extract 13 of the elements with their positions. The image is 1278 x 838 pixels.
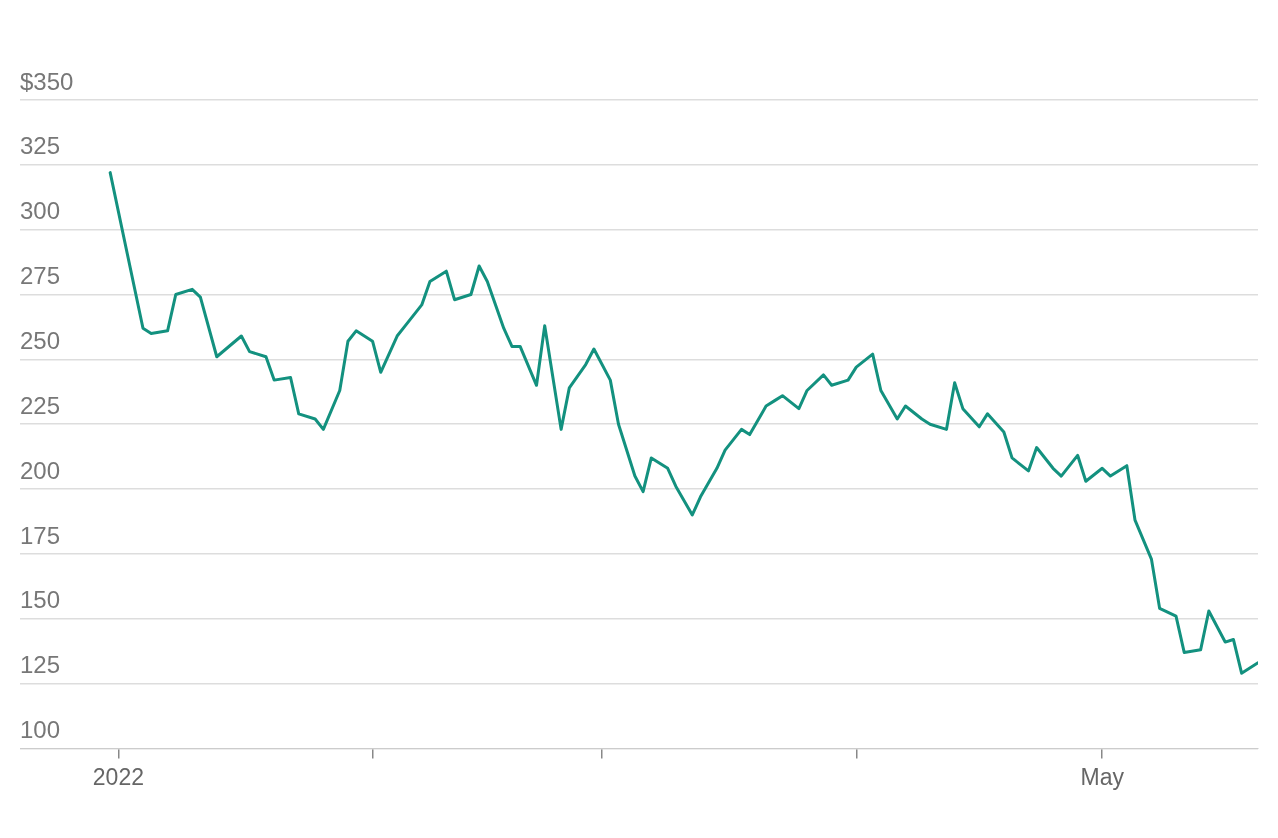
y-tick-label: 225: [20, 391, 61, 419]
y-tick-label: 125: [20, 651, 61, 679]
x-tick-label: 2022: [92, 763, 144, 790]
y-tick-label: $350: [20, 67, 74, 95]
y-tick-label: 100: [20, 716, 61, 744]
y-tick-label: 275: [20, 262, 61, 290]
y-tick-label: 200: [20, 456, 61, 484]
y-tick-label: 175: [20, 521, 61, 549]
y-tick-label: 150: [20, 586, 61, 614]
y-tick-label: 325: [20, 132, 61, 160]
x-tick-label: May: [1080, 763, 1125, 790]
y-tick-label: 250: [20, 326, 61, 354]
y-tick-label: 300: [20, 197, 61, 225]
